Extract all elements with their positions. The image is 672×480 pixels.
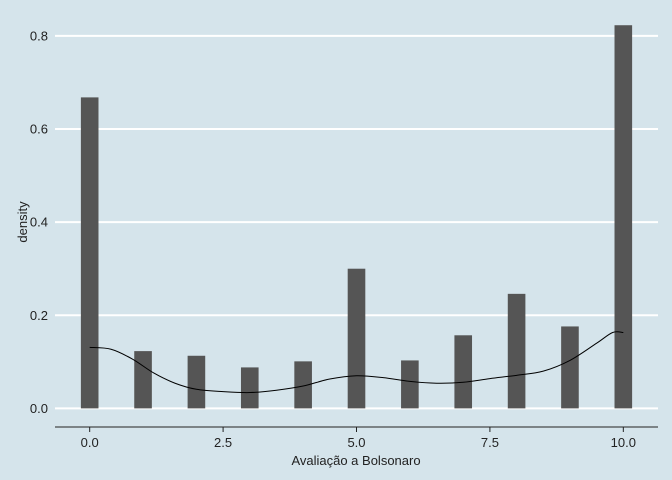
bar-4 xyxy=(294,361,312,409)
x-axis-title: Avaliação a Bolsonaro xyxy=(291,453,420,468)
gridlines xyxy=(55,34,658,410)
density-curve-layer xyxy=(89,331,624,394)
density-curve xyxy=(89,331,624,394)
y-axis-title: density xyxy=(15,201,30,243)
bar-2 xyxy=(187,355,206,409)
bar-6 xyxy=(401,360,419,409)
x-tick-label: 5.0 xyxy=(347,435,365,450)
x-tick-label: 2.5 xyxy=(214,435,232,450)
bar-10 xyxy=(614,25,633,409)
x-tick-label: 7.5 xyxy=(481,435,499,450)
y-tick-label: 0.4 xyxy=(30,215,48,230)
x-tick-labels: 0.0 2.5 5.0 7.5 10.0 xyxy=(81,435,636,450)
x-axis xyxy=(55,426,658,432)
histogram-bars xyxy=(80,25,633,409)
bar-9 xyxy=(561,326,579,409)
bar-1 xyxy=(134,351,152,409)
y-tick-label: 0.2 xyxy=(30,308,48,323)
y-tick-labels: 0.0 0.2 0.4 0.6 0.8 xyxy=(30,28,48,415)
x-tick-label: 0.0 xyxy=(81,435,99,450)
y-tick-label: 0.6 xyxy=(30,122,48,137)
x-tick-label: 10.0 xyxy=(611,435,636,450)
bar-0 xyxy=(80,97,99,409)
bar-8 xyxy=(507,293,526,409)
bar-3 xyxy=(240,367,259,409)
y-tick-label: 0.0 xyxy=(30,401,48,416)
bar-7 xyxy=(454,335,473,409)
y-tick-label: 0.8 xyxy=(30,28,48,43)
bar-5 xyxy=(347,268,366,409)
